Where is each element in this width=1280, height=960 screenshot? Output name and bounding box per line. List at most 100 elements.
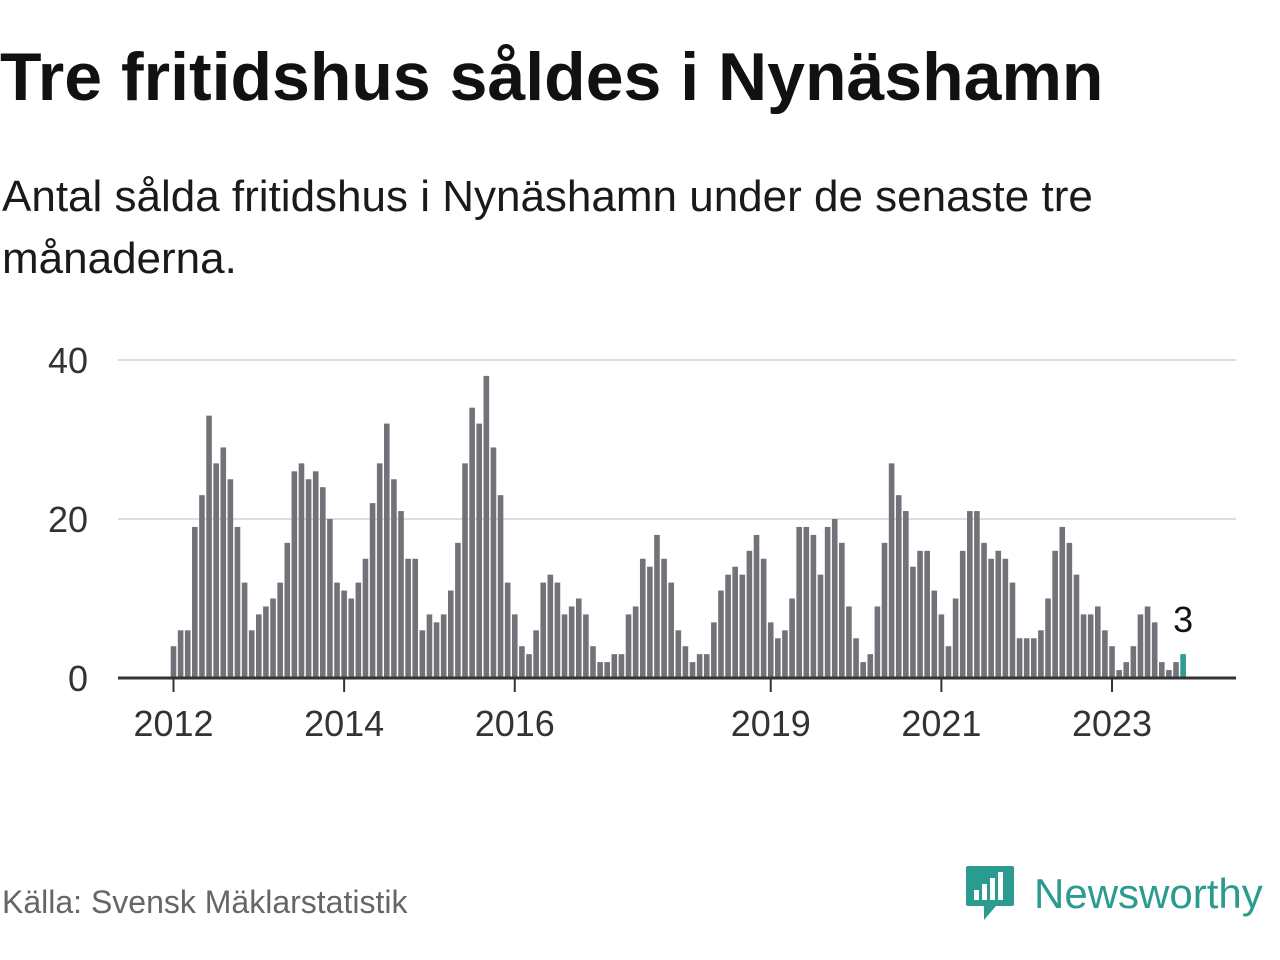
bar: [732, 566, 738, 678]
bar: [170, 646, 177, 678]
bar: [611, 654, 618, 678]
bar: [682, 646, 689, 678]
bar: [384, 423, 390, 678]
bar: [618, 654, 625, 678]
bar: [412, 558, 419, 678]
bar: [590, 646, 596, 678]
bar: [604, 662, 611, 678]
bar: [554, 582, 561, 678]
bar: [817, 574, 824, 678]
bar: [348, 598, 355, 678]
bar: [945, 646, 952, 678]
bar: [1137, 614, 1144, 678]
bar: [867, 654, 874, 678]
bar: [1045, 598, 1051, 678]
brand-name: Newsworthy: [1034, 870, 1263, 917]
bar: [995, 550, 1002, 678]
bar: [725, 574, 731, 678]
bar: [227, 479, 234, 678]
bar: [824, 526, 831, 678]
chart-subtitle: Antal sålda fritidshus i Nynäshamn under…: [2, 172, 1093, 283]
bar: [405, 558, 411, 678]
bar: [398, 511, 404, 678]
bar: [1173, 662, 1179, 678]
bar: [490, 447, 497, 678]
bar: [476, 423, 483, 678]
bar: [888, 463, 895, 678]
bar: [846, 606, 852, 678]
bar: [391, 479, 397, 678]
bar: [376, 463, 383, 678]
bar: [462, 463, 468, 678]
bar: [711, 622, 717, 678]
bar: [1073, 574, 1080, 678]
source-note: Källa: Svensk Mäklarstatistik: [2, 884, 408, 920]
bar: [1080, 614, 1087, 678]
bar: [689, 662, 696, 678]
bar: [625, 614, 632, 678]
bar: [1031, 638, 1037, 678]
bar: [263, 606, 269, 678]
bar: [874, 606, 881, 678]
bar: [988, 558, 994, 678]
bar: [256, 614, 262, 678]
bar: [632, 606, 639, 678]
bar: [853, 638, 859, 678]
bar: [362, 558, 369, 678]
tick-labels: 0 20 40 3 2012 2014 2016 2019 2021 2023: [48, 340, 1193, 744]
bar: [767, 622, 774, 678]
bar: [334, 582, 340, 678]
bar: [917, 550, 923, 678]
bars: [170, 375, 1186, 678]
bar: [199, 495, 205, 678]
bar: [312, 471, 319, 678]
bar: [270, 598, 276, 678]
bar: [469, 407, 475, 678]
y-tick-label: 20: [48, 499, 88, 540]
bar: [1038, 630, 1044, 678]
x-axis: [118, 676, 1236, 692]
bar: [519, 646, 525, 678]
newsworthy-logo: Newsworthy: [964, 864, 1263, 924]
bar: [305, 479, 312, 678]
bar: [739, 574, 746, 678]
bar: [639, 558, 646, 678]
bar: [796, 526, 802, 678]
bar: [419, 630, 426, 678]
bar: [526, 654, 532, 678]
x-tick-label: 2016: [475, 703, 555, 744]
bar: [967, 511, 973, 678]
bar: [1002, 558, 1009, 678]
newsworthy-logo-icon: [966, 866, 1014, 920]
bar: [284, 542, 291, 678]
bar: [1066, 542, 1073, 678]
bar: [433, 622, 440, 678]
bar: [1144, 606, 1151, 678]
bar: [192, 526, 198, 678]
bar: [234, 526, 241, 678]
bar: [775, 638, 781, 678]
bar: [753, 534, 760, 678]
x-tick-label: 2014: [304, 703, 384, 744]
bar: [654, 534, 660, 678]
gridlines: [118, 359, 1236, 520]
bar: [369, 503, 376, 678]
bar: [540, 582, 547, 678]
bar: [1109, 646, 1115, 678]
bar-chart: 0 20 40 3 2012 2014 2016 2019 2021 2023: [48, 340, 1236, 744]
x-tick-label: 2019: [731, 703, 811, 744]
bar: [184, 630, 191, 678]
bar: [248, 630, 255, 678]
bar: [1059, 526, 1066, 678]
highlight-value-label: 3: [1173, 599, 1193, 640]
bar: [575, 598, 582, 678]
bar: [561, 614, 568, 678]
bar: [782, 630, 788, 678]
bar: [597, 662, 603, 678]
bar: [1023, 638, 1030, 678]
bar: [1116, 670, 1122, 678]
y-tick-label: 0: [68, 658, 88, 699]
bar: [810, 534, 817, 678]
chart-title: Tre fritidshus såldes i Nynäshamn: [0, 39, 1104, 115]
bar: [718, 590, 724, 678]
